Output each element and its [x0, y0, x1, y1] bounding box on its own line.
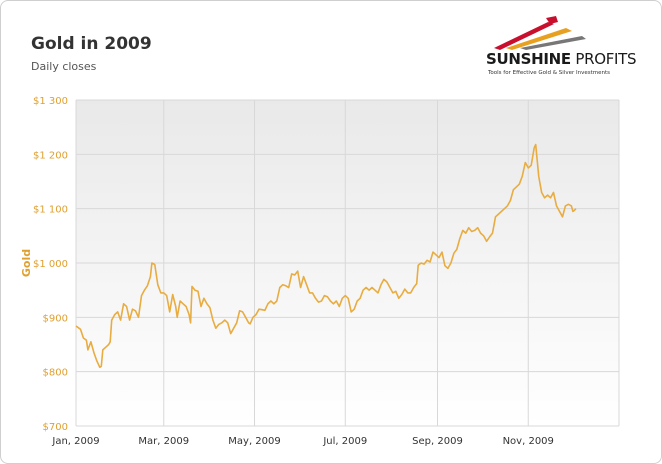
y-tick-label: $800: [43, 368, 68, 379]
x-tick-label: Nov, 2009: [503, 436, 554, 447]
sunshine-profits-logo: SUNSHINE PROFITS Tools for Effective Gol…: [486, 14, 637, 84]
logo-tagline: Tools for Effective Gold & Silver Invest…: [488, 70, 610, 76]
x-tick-label: Jul, 2009: [322, 436, 367, 447]
y-tick-label: $1 100: [33, 205, 68, 216]
chart-subtitle: Daily closes: [31, 60, 97, 73]
y-tick-label: $1 000: [33, 259, 68, 270]
chart-title: Gold in 2009: [31, 34, 152, 54]
y-tick-label: $900: [43, 313, 68, 324]
logo-swoosh-icon: [494, 16, 586, 50]
logo-wordmark: SUNSHINE PROFITS: [486, 50, 637, 68]
x-tick-label: Mar, 2009: [138, 436, 189, 447]
x-tick-label: Sep, 2009: [412, 436, 463, 447]
series-line: [75, 143, 577, 369]
y-tick-label: $700: [43, 422, 68, 433]
x-tick-label: Jan, 2009: [51, 436, 99, 447]
logo-name-light: PROFITS: [575, 50, 637, 68]
y-axis-label: Gold: [20, 249, 33, 277]
logo-name-bold: SUNSHINE: [486, 50, 571, 68]
y-tick-label: $1 200: [33, 150, 68, 161]
x-tick-label: May, 2009: [228, 436, 280, 447]
x-axis-ticks: Jan, 2009 Mar, 2009 May, 2009 Jul, 2009 Sep,…: [51, 436, 554, 447]
y-axis-ticks: $700 $800 $900 $1 000 $1 100 $1 200 $1 300: [33, 96, 68, 433]
y-tick-label: $1 300: [33, 96, 68, 107]
grid-lines: [75, 99, 620, 427]
